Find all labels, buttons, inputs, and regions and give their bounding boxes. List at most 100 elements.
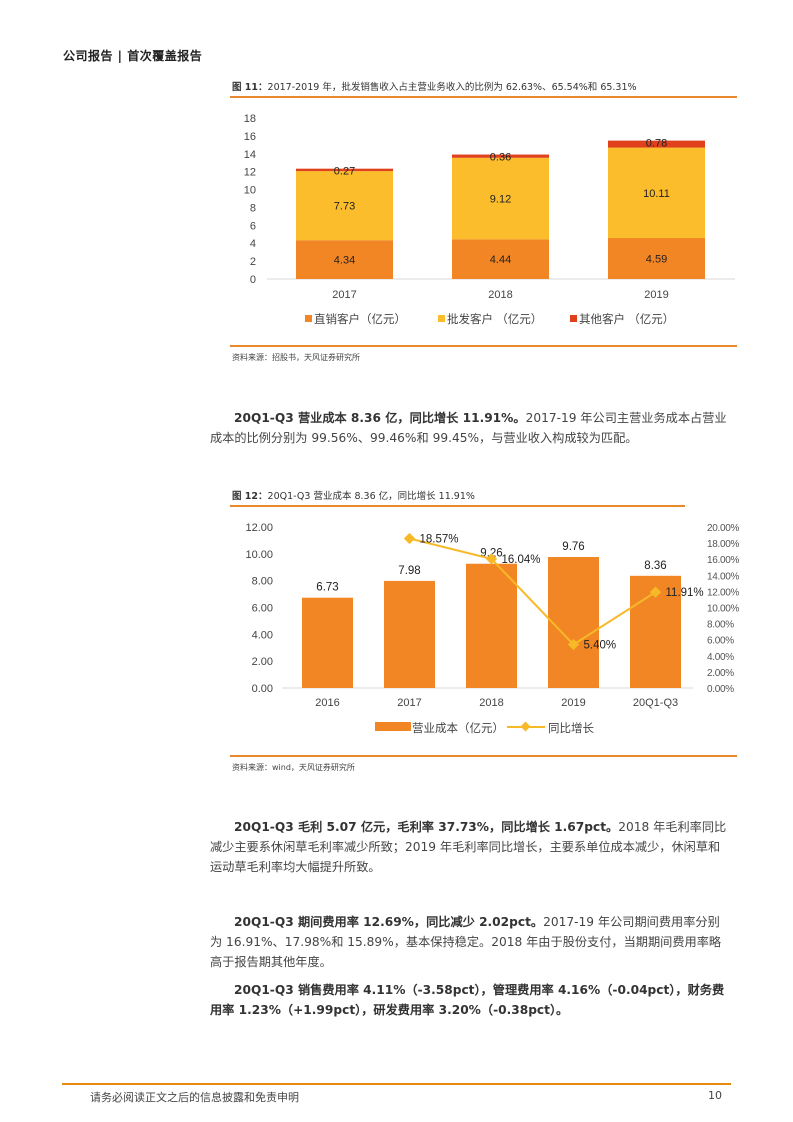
x-axis-tick-label: 2019 <box>561 697 585 709</box>
left-axis-tick-label: 0.00 <box>252 683 273 695</box>
bar <box>548 557 599 688</box>
data-label: 0.36 <box>490 152 511 164</box>
data-label: 10.11 <box>643 188 670 200</box>
paragraph-body: 2018 年毛利率同比减少主要系休闲草毛利率减少所致；2019 年毛利率同比增长… <box>210 820 727 874</box>
bar-data-label: 9.76 <box>562 541 584 553</box>
paragraph-body: 2017-19 年公司主营业务成本占营业成本的比例分别为 99.56%、99.4… <box>210 411 727 445</box>
legend-swatch-bar <box>375 722 411 731</box>
legend-diamond-icon <box>520 721 531 732</box>
right-axis-tick-label: 4.00% <box>707 652 734 663</box>
left-axis-tick-label: 8.00 <box>252 576 273 588</box>
figure-11-bottom-rule <box>230 345 737 347</box>
legend-label: 批发客户 （亿元） <box>447 312 542 326</box>
x-axis-tick-label: 2017 <box>397 697 421 709</box>
stacked-bar-chart-revenue-by-customer: 0 2 4 6 8 10 12 14 16 18 4.34 7.73 0.27 2017 4.44 9.12 0… <box>244 113 735 326</box>
bar-data-label: 6.73 <box>316 582 338 594</box>
data-label: 7.73 <box>334 201 355 213</box>
paragraph-operating-cost: 20Q1-Q3 营业成本 8.36 亿，同比增长 11.91%。2017-19 … <box>210 408 730 448</box>
right-axis-tick-label: 10.00% <box>707 604 740 615</box>
legend-label: 营业成本（亿元） <box>412 721 504 735</box>
diamond-marker-icon <box>403 532 416 545</box>
y-axis-tick-label: 6 <box>250 220 256 232</box>
x-axis-tick-label: 2017 <box>332 289 356 301</box>
report-header-title: 公司报告 | 首次覆盖报告 <box>63 49 203 63</box>
right-axis-tick-label: 20.00% <box>707 523 740 534</box>
growth-line <box>409 537 657 646</box>
paragraph-lead: 20Q1-Q3 营业成本 8.36 亿，同比增长 11.91%。 <box>234 411 526 425</box>
legend-swatch <box>438 315 445 322</box>
paragraph-lead: 20Q1-Q3 期间费用率 12.69%，同比减少 2.02pct。 <box>234 915 544 929</box>
figure-12-title-text: 20Q1-Q3 营业成本 8.36 亿，同比增长 11.91% <box>267 491 475 502</box>
bar-segment <box>452 154 549 158</box>
y-axis-tick-label: 16 <box>244 131 256 143</box>
footer-rule <box>62 1083 731 1085</box>
figure-12-title: 图 12：20Q1-Q3 营业成本 8.36 亿，同比增长 11.91% <box>232 488 475 502</box>
left-axis-tick-label: 10.00 <box>245 549 273 561</box>
y-axis-tick-label: 12 <box>244 167 256 179</box>
data-label: 4.34 <box>334 255 355 267</box>
line-data-label: 5.40% <box>584 640 617 652</box>
bar-segment <box>452 239 549 279</box>
bar-segment <box>296 168 393 172</box>
paragraph-body: 2017-19 年公司期间费用率分别为 16.91%、17.98%和 15.89… <box>210 915 722 969</box>
line-data-label: 18.57% <box>420 534 459 546</box>
figure-12-top-rule <box>230 505 685 507</box>
data-label: 0.27 <box>334 166 355 178</box>
footer-disclaimer: 请务必阅读正文之后的信息披露和免责申明 <box>90 1091 299 1104</box>
paragraph-lead: 20Q1-Q3 毛利 5.07 亿元，毛利率 37.73%，同比增长 1.67p… <box>234 820 619 834</box>
y-axis-tick-label: 8 <box>250 202 256 214</box>
legend-label: 同比增长 <box>548 721 594 735</box>
bar-data-label: 8.36 <box>644 560 666 572</box>
figure-11-prefix: 图 11： <box>232 82 268 93</box>
bar-segment <box>452 157 549 240</box>
right-axis-tick-label: 12.00% <box>707 587 740 598</box>
y-axis-tick-label: 4 <box>250 238 256 250</box>
line-data-label: 11.91% <box>666 587 704 599</box>
figure-12-prefix: 图 12： <box>232 491 268 502</box>
y-axis-tick-label: 0 <box>250 274 256 286</box>
figure-11-title: 图 11：2017-2019 年，批发销售收入占主营业务收入的比例为 62.63… <box>232 79 637 93</box>
right-axis-tick-label: 2.00% <box>707 668 734 679</box>
paragraph-lead: 20Q1-Q3 销售费用率 4.11%（-3.58pct），管理费用率 4.16… <box>210 983 725 1017</box>
page-number: 10 <box>708 1089 722 1102</box>
paragraph-gross-profit: 20Q1-Q3 毛利 5.07 亿元，毛利率 37.73%，同比增长 1.67p… <box>210 817 730 877</box>
y-axis-tick-label: 2 <box>250 256 256 268</box>
figure-12-source: 资料来源：wind，天风证券研究所 <box>232 763 355 772</box>
paragraph-expense-breakdown: 20Q1-Q3 销售费用率 4.11%（-3.58pct），管理费用率 4.16… <box>210 980 730 1020</box>
right-axis-tick-label: 18.00% <box>707 539 740 550</box>
bar <box>384 580 435 688</box>
bar-data-label: 7.98 <box>398 565 420 577</box>
legend-swatch <box>570 315 577 322</box>
left-axis-tick-label: 4.00 <box>252 629 273 641</box>
x-axis-tick-label: 20Q1-Q3 <box>633 697 678 709</box>
legend-label: 其他客户 （亿元） <box>579 312 674 326</box>
bar-segment <box>608 147 705 238</box>
x-axis-tick-label: 2018 <box>479 697 503 709</box>
bar-segment <box>296 171 393 241</box>
figure-11-title-text: 2017-2019 年，批发销售收入占主营业务收入的比例为 62.63%、65.… <box>267 82 637 93</box>
data-label: 9.12 <box>490 194 511 206</box>
x-axis-tick-label: 2019 <box>644 289 668 301</box>
left-axis-tick-label: 6.00 <box>252 602 273 614</box>
diamond-marker-icon <box>567 638 580 651</box>
left-axis-tick-label: 2.00 <box>252 656 273 668</box>
bar-segment <box>608 140 705 148</box>
x-axis-tick-label: 2018 <box>488 289 512 301</box>
figure-11-source: 资料来源：招股书，天风证券研究所 <box>232 353 360 362</box>
bar-segment <box>296 240 393 279</box>
bar-line-chart-operating-cost: 0.00 2.00 4.00 6.00 8.00 10.00 12.00 0.00% 2.00%… <box>245 522 740 735</box>
y-axis-tick-label: 18 <box>244 113 256 125</box>
bar <box>302 597 353 688</box>
x-axis-tick-label: 2016 <box>315 697 339 709</box>
right-axis-tick-label: 6.00% <box>707 636 734 647</box>
figure-11-top-rule <box>230 96 737 98</box>
paragraph-expense-ratio: 20Q1-Q3 期间费用率 12.69%，同比减少 2.02pct。2017-1… <box>210 912 730 972</box>
line-data-label: 16.04% <box>502 554 541 566</box>
data-label: 4.59 <box>646 253 667 265</box>
data-label: 0.78 <box>646 138 667 150</box>
right-axis-tick-label: 0.00% <box>707 684 734 695</box>
right-axis-tick-label: 8.00% <box>707 620 734 631</box>
y-axis-tick-label: 14 <box>244 149 256 161</box>
bar-segment <box>608 237 705 279</box>
legend-swatch <box>305 315 312 322</box>
